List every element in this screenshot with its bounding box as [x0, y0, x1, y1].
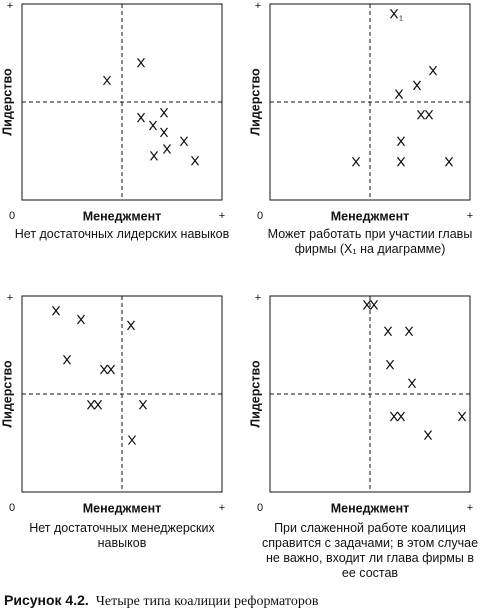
point	[397, 136, 405, 147]
point	[63, 354, 71, 365]
point	[139, 399, 147, 410]
point	[397, 156, 405, 167]
point	[107, 364, 115, 375]
point	[163, 144, 171, 154]
point	[137, 112, 145, 123]
point	[103, 75, 111, 86]
point	[424, 430, 432, 441]
x-tick-label: +	[219, 210, 225, 222]
point	[417, 109, 425, 120]
point	[94, 399, 102, 410]
highlight-label: 1	[399, 16, 403, 23]
point	[458, 411, 466, 422]
x-axis-label: Менеджмент	[331, 209, 410, 223]
y-tick-label: +	[7, 0, 13, 12]
x-tick-label: 0	[9, 210, 15, 222]
caption: Может работать при участии главы фирмы (…	[267, 227, 473, 256]
point	[352, 156, 360, 167]
point	[180, 136, 188, 147]
point	[370, 299, 378, 310]
point	[160, 107, 168, 118]
highlight-point	[390, 8, 398, 19]
point	[191, 155, 199, 166]
x-tick-label: +	[219, 502, 225, 514]
x-axis-label: Менеджмент	[83, 209, 162, 223]
point	[100, 364, 108, 375]
point	[150, 151, 158, 161]
point	[149, 120, 157, 131]
point	[397, 411, 405, 422]
x-axis-label: Менеджмент	[331, 501, 410, 515]
point	[137, 57, 145, 68]
x-tick-label: 0	[9, 502, 15, 514]
point	[405, 326, 413, 337]
point	[52, 305, 60, 316]
caption: Нет достаточных менеджерских навыков	[29, 521, 215, 550]
point	[425, 109, 433, 120]
y-tick-label: +	[7, 292, 13, 304]
x-axis-label: Менеджмент	[83, 501, 162, 515]
figure-caption: Рисунок 4.2. Четыре типа коалиции реформ…	[4, 592, 318, 609]
y-axis-label: Лидерство	[0, 68, 14, 136]
figure-text: Четыре типа коалиции реформаторов	[95, 594, 319, 609]
point	[363, 299, 371, 310]
point	[384, 326, 392, 337]
point	[386, 359, 394, 370]
point	[128, 435, 136, 445]
point	[87, 399, 95, 410]
x-tick-label: 0	[257, 210, 263, 222]
point	[395, 89, 403, 100]
x-tick-label: 0	[257, 502, 263, 514]
point	[160, 127, 168, 138]
y-axis-label: Лидерство	[0, 360, 14, 428]
caption: При слаженной работе коалиция справится …	[262, 521, 479, 580]
figure-label: Рисунок 4.2.	[4, 592, 89, 608]
point	[445, 156, 453, 167]
y-axis-label: Лидерство	[248, 68, 262, 136]
point	[413, 80, 421, 91]
y-tick-label: +	[255, 292, 261, 304]
caption: Нет достаточных лидерских навыков	[14, 227, 230, 241]
point	[127, 320, 135, 331]
x-tick-label: +	[467, 210, 473, 222]
y-tick-label: +	[255, 0, 261, 12]
point	[429, 65, 437, 76]
point	[390, 411, 398, 422]
x-tick-label: +	[467, 502, 473, 514]
y-axis-label: Лидерство	[248, 360, 262, 428]
point	[77, 314, 85, 325]
point	[408, 378, 416, 389]
